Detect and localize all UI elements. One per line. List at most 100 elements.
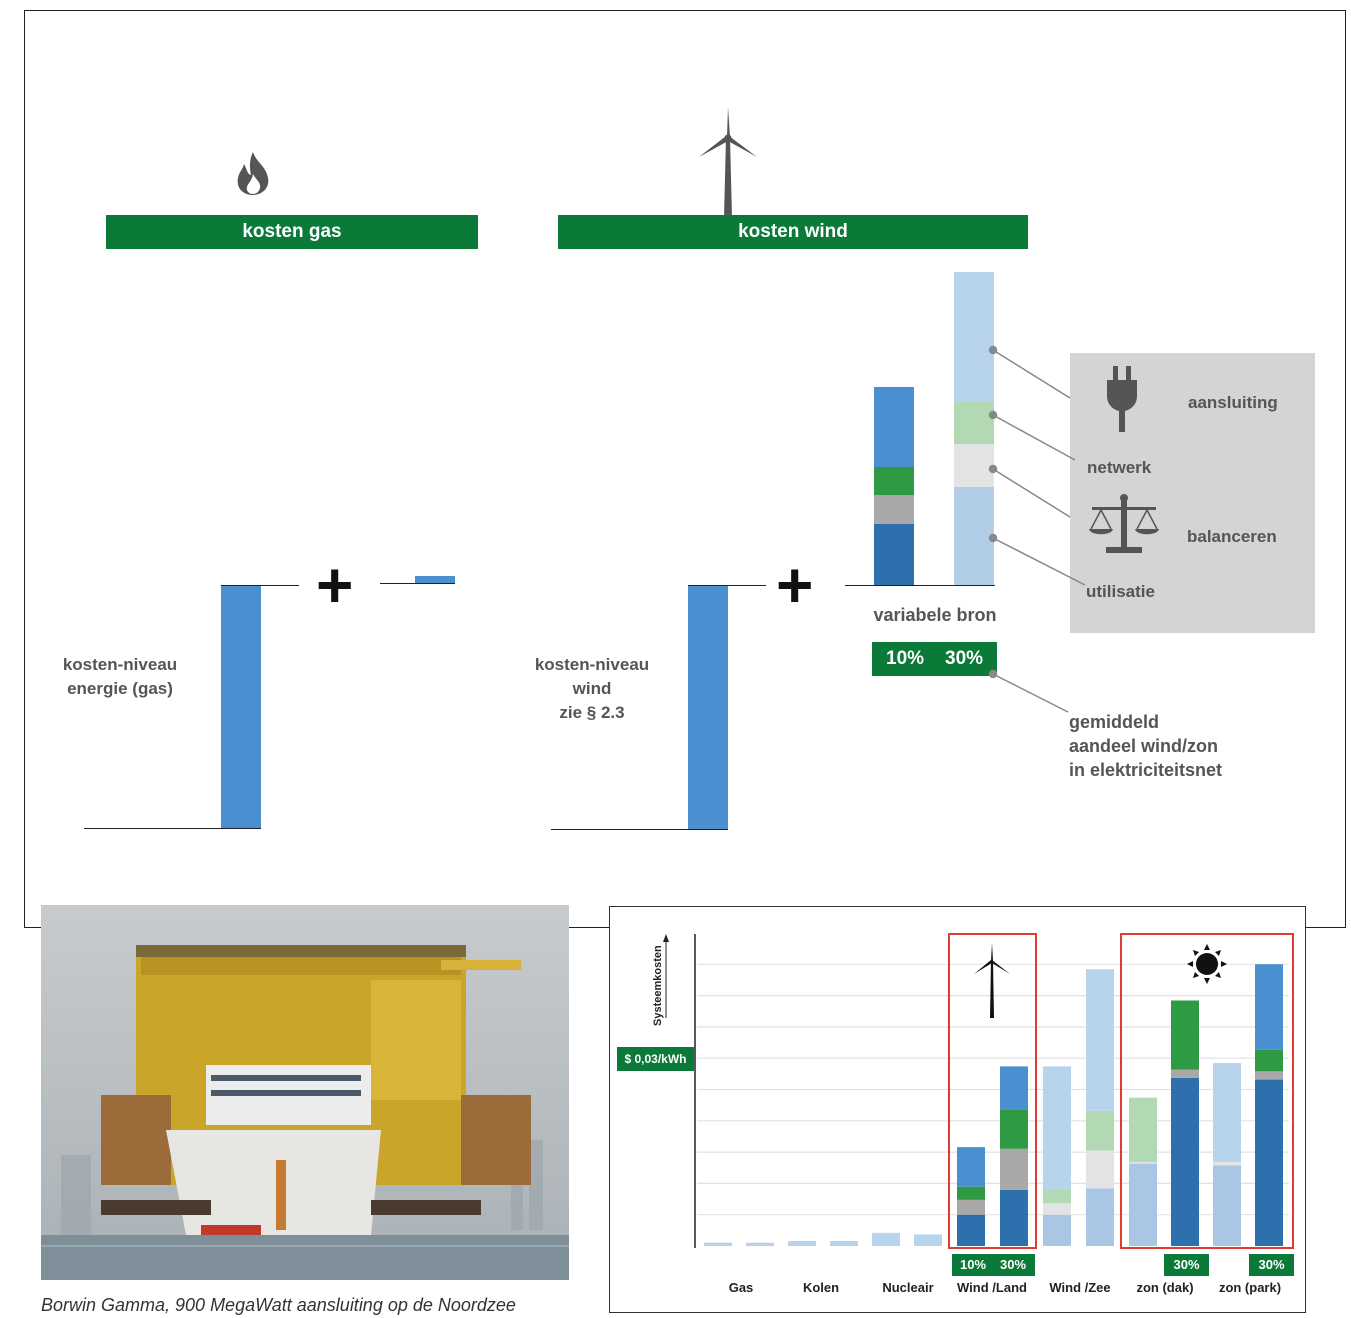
bar-segment-utilisatie (1213, 1165, 1241, 1246)
gas-baseline (84, 828, 261, 829)
gas-level-label: kosten-niveau energie (gas) (50, 653, 190, 701)
variable-baseline (845, 585, 995, 586)
legend-netwerk: netwerk (1087, 458, 1152, 477)
bar-segment-balanceren (957, 1199, 985, 1215)
bar-segment-netwerk (1171, 1000, 1199, 1070)
bar-segment-utilisatie (1086, 1188, 1114, 1246)
gas-level-line2: energie (gas) (67, 679, 173, 698)
bar-segment-balanceren (1255, 1071, 1283, 1080)
category-gas: Gas (728, 1280, 754, 1295)
chart-bars (704, 964, 1283, 1246)
zon-dak-pct-box: 30% (1164, 1254, 1209, 1276)
var30-utilisatie-segment (954, 487, 994, 585)
bar-segment-netwerk (1000, 1109, 1028, 1149)
bar-segment-utilisatie (1129, 1163, 1157, 1246)
share-line1: gemiddeld (1069, 712, 1160, 732)
var10-balanceren-segment (874, 495, 914, 524)
plug-icon (1107, 366, 1137, 432)
bar-segment-balanceren (1171, 1069, 1199, 1078)
balance-scale-icon (1089, 494, 1159, 553)
y-axis-label: Systeemkosten (652, 945, 664, 1026)
bar-segment-base (788, 1241, 816, 1246)
wind-level-label: kosten-niveau wind zie § 2.3 (512, 653, 672, 725)
bar-segment-netwerk (1043, 1189, 1071, 1204)
var30-netwerk-segment (954, 402, 994, 444)
flame-icon (237, 152, 269, 195)
wind-land-highlight (948, 933, 1037, 1249)
ship-photo (41, 905, 569, 1280)
wind-land-pct-10: 10% (960, 1257, 987, 1272)
zon-park-pct-box: 30% (1249, 1254, 1294, 1276)
wind-level-line3: zie § 2.3 (559, 703, 625, 722)
bar-segment-utilisatie (1171, 1077, 1199, 1246)
var10-utilisatie-segment (874, 524, 914, 585)
category-nucleair: Nucleair (882, 1280, 934, 1295)
bar-segment-base (746, 1242, 774, 1246)
sun-icon (1187, 944, 1227, 984)
bar-segment-utilisatie (1043, 1214, 1071, 1246)
gas-extra-bar (415, 576, 455, 583)
bar-segment-base (872, 1232, 900, 1246)
wind-header: kosten wind (558, 215, 1028, 249)
bar-segment-balanceren (1043, 1203, 1071, 1215)
gas-extra-line (380, 583, 455, 584)
bar-segment-aansluiting (1000, 1066, 1028, 1110)
category-zon-dak: zon (dak) (1136, 1280, 1194, 1295)
var10-netwerk-segment (874, 467, 914, 495)
gas-top-line (221, 585, 299, 586)
y-axis-arrowhead (663, 934, 669, 942)
bar-segment-aansluiting (1255, 964, 1283, 1050)
share-line2: aandeel wind/zon (1069, 736, 1219, 756)
var10-aansluiting-segment (874, 387, 914, 467)
solar-highlight (1120, 933, 1294, 1249)
bar-segment-base (704, 1242, 732, 1246)
pct-10-label: 10% (886, 648, 925, 669)
category-zon-park: zon (park) (1218, 1280, 1282, 1295)
share-annotation: gemiddeld aandeel wind/zon in elektricit… (1069, 710, 1222, 782)
wind-plus-sign: + (776, 549, 814, 621)
photo-caption: Borwin Gamma, 900 MegaWatt aansluiting o… (41, 1295, 516, 1315)
var30-balanceren-segment (954, 444, 994, 487)
bar-segment-aansluiting (1043, 1066, 1071, 1190)
bar-segment-balanceren (1086, 1150, 1114, 1189)
legend-aansluiting: aansluiting (1188, 393, 1278, 412)
wind-land-pct-30: 30% (1000, 1257, 1027, 1272)
gas-level-line1: kosten-niveau (62, 655, 178, 674)
var30-aansluiting-segment (954, 272, 994, 402)
wind-turbine-icon (699, 107, 757, 217)
connector-lines (988, 345, 1086, 713)
bar-segment-balanceren (1000, 1148, 1028, 1190)
bar-segment-utilisatie (1255, 1079, 1283, 1246)
pct-30-label: 30% (945, 648, 984, 669)
y-marker-label: $ 0,03/kWh (617, 1047, 694, 1071)
bar-segment-utilisatie (957, 1214, 985, 1246)
bar-segment-balanceren (1129, 1161, 1157, 1164)
bar-segment-aansluiting (1213, 1063, 1241, 1162)
bar-segment-netwerk (1255, 1049, 1283, 1072)
wind-level-line1: kosten-niveau (534, 655, 650, 674)
gas-header: kosten gas (106, 215, 478, 249)
bar-segment-aansluiting (1086, 969, 1114, 1111)
bar-segment-netwerk (1129, 1097, 1157, 1162)
wind-level-bar (688, 585, 728, 829)
wind-level-line2: wind (572, 679, 612, 698)
category-wind-land: Wind /Land (957, 1280, 1027, 1295)
bar-segment-netwerk (957, 1186, 985, 1200)
share-line3: in elektriciteitsnet (1069, 760, 1223, 780)
legend-balanceren: balanceren (1187, 527, 1277, 546)
gas-level-bar (221, 585, 261, 828)
category-wind-zee: Wind /Zee (1049, 1280, 1111, 1295)
bar-segment-balanceren (1213, 1161, 1241, 1166)
wind-land-pct-box: 10% 30% (952, 1254, 1035, 1276)
system-cost-chart: Systeemkosten (652, 933, 1294, 1249)
wind-top-line (688, 585, 766, 586)
legend-utilisatie: utilisatie (1086, 582, 1155, 601)
bar-segment-base (914, 1234, 942, 1246)
wind-turbine-small-icon (974, 943, 1010, 1018)
bar-segment-utilisatie (1000, 1189, 1028, 1246)
wind-baseline (551, 829, 728, 830)
category-kolen: Kolen (802, 1280, 840, 1295)
bar-segment-netwerk (1086, 1110, 1114, 1151)
share-percentage-box: 10% 30% (872, 642, 997, 676)
gas-plus-sign: + (316, 549, 354, 621)
